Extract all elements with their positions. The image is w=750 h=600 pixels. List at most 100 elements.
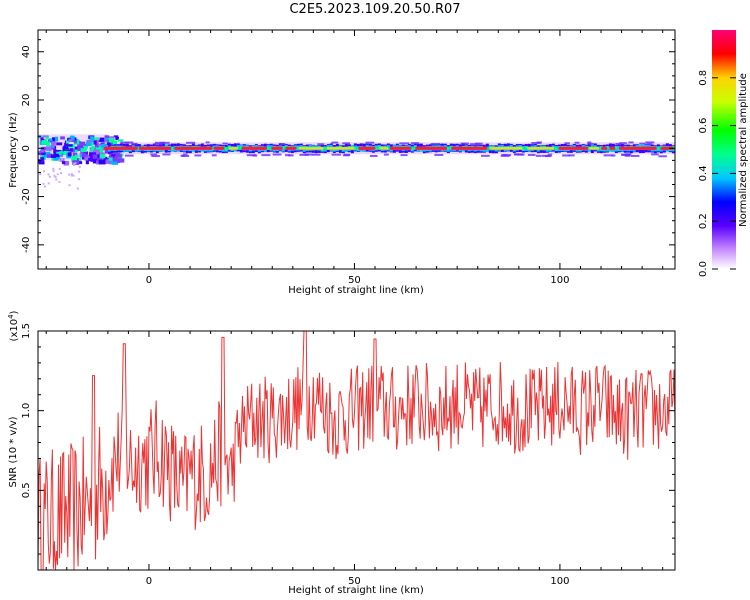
x-tick-label: 100	[550, 275, 569, 286]
heat-cell	[628, 141, 634, 144]
heat-cell	[111, 159, 119, 165]
x-tick-label: 50	[348, 576, 361, 587]
heat-cell	[194, 154, 202, 157]
heat-cell	[51, 146, 56, 150]
heat-cell	[52, 169, 55, 172]
heat-cell	[568, 154, 575, 157]
heat-cell	[116, 158, 122, 163]
heat-cell	[524, 146, 528, 150]
heat-cell	[67, 144, 73, 147]
heat-core	[589, 147, 599, 150]
heat-cell	[224, 147, 228, 151]
colorbar-tick-label: 0.6	[698, 118, 709, 134]
y-tick-label: 20	[21, 94, 32, 107]
heat-core	[213, 146, 225, 150]
heat-cell	[587, 141, 592, 144]
snr-line	[38, 331, 675, 570]
heat-cell	[72, 174, 75, 177]
heat-cell	[646, 143, 653, 146]
heat-cell	[50, 154, 57, 158]
heat-cell	[82, 145, 88, 150]
heat-cell	[410, 147, 414, 151]
heat-cell	[62, 146, 70, 151]
colorbar-tick-label: 0.2	[698, 213, 709, 229]
heat-cell	[111, 154, 117, 157]
heat-core	[618, 146, 657, 150]
heat-cell	[56, 173, 59, 176]
heat-cell	[154, 141, 165, 144]
snr-frame	[37, 330, 676, 571]
heat-cell	[480, 154, 490, 157]
heat-cell	[183, 153, 188, 156]
heat-cell	[64, 142, 69, 147]
heat-cell	[299, 153, 309, 156]
heat-cell	[88, 158, 93, 162]
heat-cell	[77, 144, 83, 147]
heat-core	[527, 147, 555, 150]
heat-cell	[73, 138, 77, 144]
heat-cell	[279, 143, 286, 146]
heat-cell	[109, 137, 114, 143]
heat-cell	[113, 135, 119, 138]
heat-cell	[68, 184, 71, 187]
heat-cell	[93, 140, 97, 145]
heat-cell	[521, 147, 525, 151]
heat-cell	[60, 136, 65, 140]
x-tick-label: 100	[550, 576, 569, 587]
heat-core	[490, 147, 523, 150]
heat-cell	[625, 153, 632, 156]
heat-cell	[58, 167, 61, 170]
heat-cell	[79, 141, 86, 145]
heat-cell	[96, 150, 104, 153]
heat-cell	[281, 146, 285, 152]
heat-cell	[430, 143, 441, 146]
heat-cell	[624, 154, 631, 157]
heat-cell	[611, 154, 616, 157]
heat-cell	[89, 136, 94, 142]
heat-cell	[124, 141, 134, 144]
snr-xlabel: Height of straight line (km)	[288, 585, 424, 596]
heat-cell	[78, 178, 81, 181]
heat-cell	[69, 135, 75, 141]
heat-cell	[105, 159, 112, 164]
heat-cell	[115, 136, 119, 140]
heat-cell	[52, 167, 55, 170]
heat-cell	[236, 146, 240, 150]
heat-cell	[89, 152, 96, 155]
heat-cell	[531, 142, 541, 145]
heat-cell	[160, 141, 170, 144]
heat-core	[609, 146, 616, 150]
heat-cell	[43, 185, 46, 188]
heat-cell	[54, 152, 60, 158]
heat-core	[358, 146, 376, 150]
heat-cell	[92, 149, 100, 155]
heat-cell	[40, 149, 44, 155]
heat-cell	[658, 155, 667, 158]
heat-core	[103, 146, 138, 150]
heat-cell	[605, 146, 609, 150]
heat-cell	[317, 143, 325, 146]
heat-cell	[96, 155, 100, 160]
heat-cell	[544, 155, 552, 158]
heat-cell	[222, 142, 228, 145]
heat-cell	[58, 159, 61, 162]
heat-cell	[614, 146, 618, 150]
heat-cell	[501, 154, 507, 157]
heat-cell	[162, 153, 171, 156]
heat-cell	[399, 142, 410, 145]
chart-title: C2E5.2023.109.20.50.R07	[289, 2, 461, 17]
heat-cell	[630, 154, 640, 157]
heat-cell	[78, 165, 81, 168]
heat-cell	[70, 173, 73, 176]
heat-cell	[323, 146, 327, 150]
heat-cell	[615, 142, 622, 145]
colorbar-ticks: 0.0 0.2 0.4 0.6 0.8	[698, 70, 736, 277]
heat-cell	[42, 182, 45, 185]
heat-cell	[527, 153, 536, 156]
heat-cell	[39, 173, 42, 176]
heat-core	[298, 147, 324, 150]
heat-cell	[84, 156, 90, 161]
heat-cell	[68, 138, 73, 143]
heat-core	[451, 146, 488, 150]
spectrogram-ticks: 0 50 100 -40 -20 0 20 40	[21, 30, 675, 286]
